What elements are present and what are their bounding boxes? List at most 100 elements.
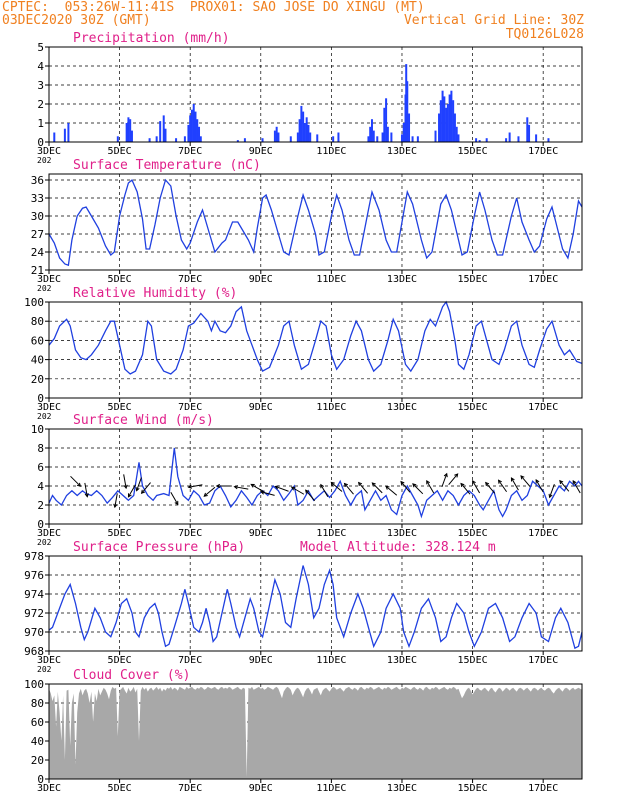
wind-arrow-head [290, 486, 296, 491]
x-tick-label: 5DEC [108, 528, 132, 539]
y-tick-label: 2 [37, 499, 44, 512]
x-tick-label: 17DEC [528, 528, 558, 539]
wind-arrow-shaft [448, 473, 459, 486]
precip-bar [526, 117, 529, 142]
wind-arrow-head [371, 482, 376, 487]
precip-bar [405, 64, 408, 142]
x-tick-label: 13DEC [387, 146, 417, 157]
panel-1: 0 1 2 3 4 5 3DEC 5DEC 7DEC 9DEC 11DEC 13DEC 15DEC 17D… [37, 31, 583, 165]
wind-arrow-head [135, 487, 140, 492]
y-tick-label: 4 [37, 480, 44, 493]
x-tick-label: 15DEC [458, 402, 488, 413]
y-tick-label: 972 [24, 607, 44, 620]
wind-arrow-shaft [84, 482, 88, 497]
wind-arrow-head [357, 481, 363, 487]
x-tick-label: 5DEC [108, 783, 132, 794]
precip-bar [475, 138, 478, 142]
wind-arrow-shaft [400, 481, 411, 493]
y-tick-label: 968 [24, 645, 44, 658]
wind-arrow [135, 477, 142, 492]
wind-arrow-head [460, 482, 465, 488]
x-tick-label: 11DEC [316, 146, 346, 157]
wind-arrow-shaft [170, 492, 179, 505]
x-tick-label: 17DEC [528, 274, 558, 285]
y-tick-label: 0 [37, 136, 44, 149]
precip-bar [307, 124, 310, 142]
wind-arrow [497, 479, 508, 493]
series-line [48, 565, 583, 650]
wind-arrow [305, 489, 316, 502]
x-year-label: 202 [37, 412, 52, 421]
header-date-line: 03DEC2020 30Z (GMT) [2, 13, 151, 28]
wind-arrow-head [84, 493, 89, 498]
precip-bar [438, 113, 441, 142]
wind-arrow-head [443, 472, 448, 478]
x-tick-label: 3DEC [37, 146, 61, 157]
wind-arrow-shaft [549, 484, 555, 498]
wind-arrow-shaft [330, 482, 343, 492]
precip-bar [445, 107, 448, 142]
x-tick-label: 9DEC [249, 655, 273, 666]
precip-bar [505, 138, 508, 142]
precip-bar [434, 130, 437, 142]
y-tick-label: 33 [31, 192, 44, 205]
panel-title: Surface Pressure (hPa) [73, 540, 245, 555]
wind-arrow-shaft [535, 479, 544, 493]
wind-arrow-shaft [305, 489, 316, 502]
precip-bar [441, 90, 444, 142]
x-tick-label: 3DEC [37, 528, 61, 539]
y-tick-label: 978 [24, 550, 44, 563]
wind-arrow-shaft [141, 482, 151, 494]
precip-bar [296, 132, 299, 142]
precip-bar [452, 100, 455, 142]
wind-arrow-shaft [128, 484, 136, 498]
wind-arrow-shaft [559, 480, 570, 492]
wind-arrow [520, 475, 531, 487]
y-tick-label: 21 [31, 264, 44, 277]
wind-arrow-shaft [136, 477, 142, 491]
precip-bar [453, 113, 456, 142]
wind-arrow-head [233, 485, 238, 490]
wind-arrow-head [412, 483, 417, 488]
wind-arrow [559, 479, 570, 492]
wind-arrow-shaft [511, 477, 519, 491]
precip-bar [478, 140, 481, 142]
precip-bar [300, 105, 303, 142]
wind-arrow-head [215, 483, 221, 489]
x-tick-label: 11DEC [316, 783, 346, 794]
x-year-label: 202 [37, 538, 52, 547]
wind-arrow [140, 482, 151, 495]
wind-arrow-head [400, 480, 405, 486]
wind-arrow-head [140, 489, 146, 495]
precip-bar [381, 132, 384, 142]
precip-bar [194, 111, 197, 142]
series-line [48, 178, 583, 267]
y-tick-label: 2 [37, 98, 44, 111]
wind-arrow [485, 481, 496, 494]
precip-bar [528, 124, 531, 142]
precip-bar [159, 121, 162, 142]
wind-arrow-head [485, 481, 490, 487]
y-tick-label: 0 [37, 392, 44, 405]
wind-arrow [320, 483, 329, 498]
x-tick-label: 17DEC [528, 146, 558, 157]
wind-arrow-head [203, 492, 208, 497]
wind-arrow [548, 484, 555, 499]
precip-bar [298, 119, 301, 142]
x-tick-label: 7DEC [178, 655, 202, 666]
x-tick-label: 9DEC [249, 528, 273, 539]
wind-arrow [215, 483, 231, 489]
precip-bar [400, 134, 403, 142]
wind-arrow-shaft [572, 480, 581, 494]
panel-title: Relative Humidity (%) [73, 286, 237, 301]
precip-bar [455, 126, 458, 142]
wind-arrow-head [187, 484, 193, 489]
panel-frame [48, 46, 583, 143]
wind-arrow [448, 473, 459, 486]
series-line [48, 447, 583, 519]
wind-arrow [84, 482, 89, 498]
wind-arrow [203, 486, 216, 497]
x-tick-label: 3DEC [37, 655, 61, 666]
precip-bar [130, 130, 133, 142]
precip-bar [337, 132, 340, 142]
